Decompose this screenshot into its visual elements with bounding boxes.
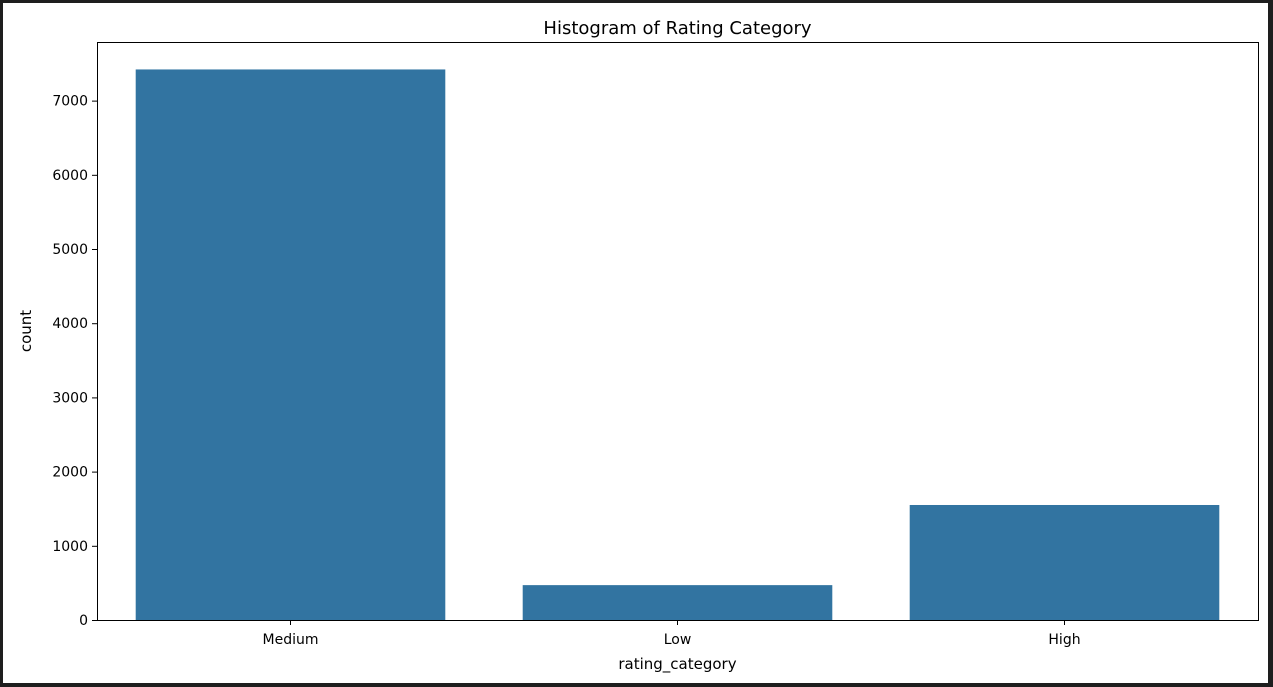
y-tick-label: 4000 xyxy=(52,316,88,332)
x-tick-label-medium: Medium xyxy=(263,632,319,648)
y-tick-label: 3000 xyxy=(52,390,88,406)
bars-layer xyxy=(135,69,1220,621)
y-tick-label: 7000 xyxy=(52,94,88,110)
x-axis-label: rating_category xyxy=(618,655,736,674)
y-axis-ticks: 0 1000 2000 3000 4000 5000 6000 7000 xyxy=(52,94,97,629)
x-tick-label-low: Low xyxy=(664,632,692,648)
figure-frame: Histogram of Rating Category 0 1000 2000 30… xyxy=(3,3,1268,683)
bar-chart: Histogram of Rating Category 0 1000 2000 30… xyxy=(17,18,1259,674)
bar-medium xyxy=(135,69,446,621)
axes-frame xyxy=(97,42,1259,621)
y-tick-label: 1000 xyxy=(52,539,88,555)
bar-low xyxy=(522,585,833,620)
bar-high xyxy=(909,504,1220,620)
y-tick-label: 2000 xyxy=(52,465,88,481)
chart-title: Histogram of Rating Category xyxy=(543,18,811,39)
x-axis-ticks: Medium Low High xyxy=(263,620,1081,648)
y-tick-label: 6000 xyxy=(52,168,88,184)
y-axis-label: count xyxy=(17,310,35,352)
x-tick-label-high: High xyxy=(1048,632,1080,648)
y-tick-label: 5000 xyxy=(52,242,88,258)
y-tick-label: 0 xyxy=(79,613,88,629)
